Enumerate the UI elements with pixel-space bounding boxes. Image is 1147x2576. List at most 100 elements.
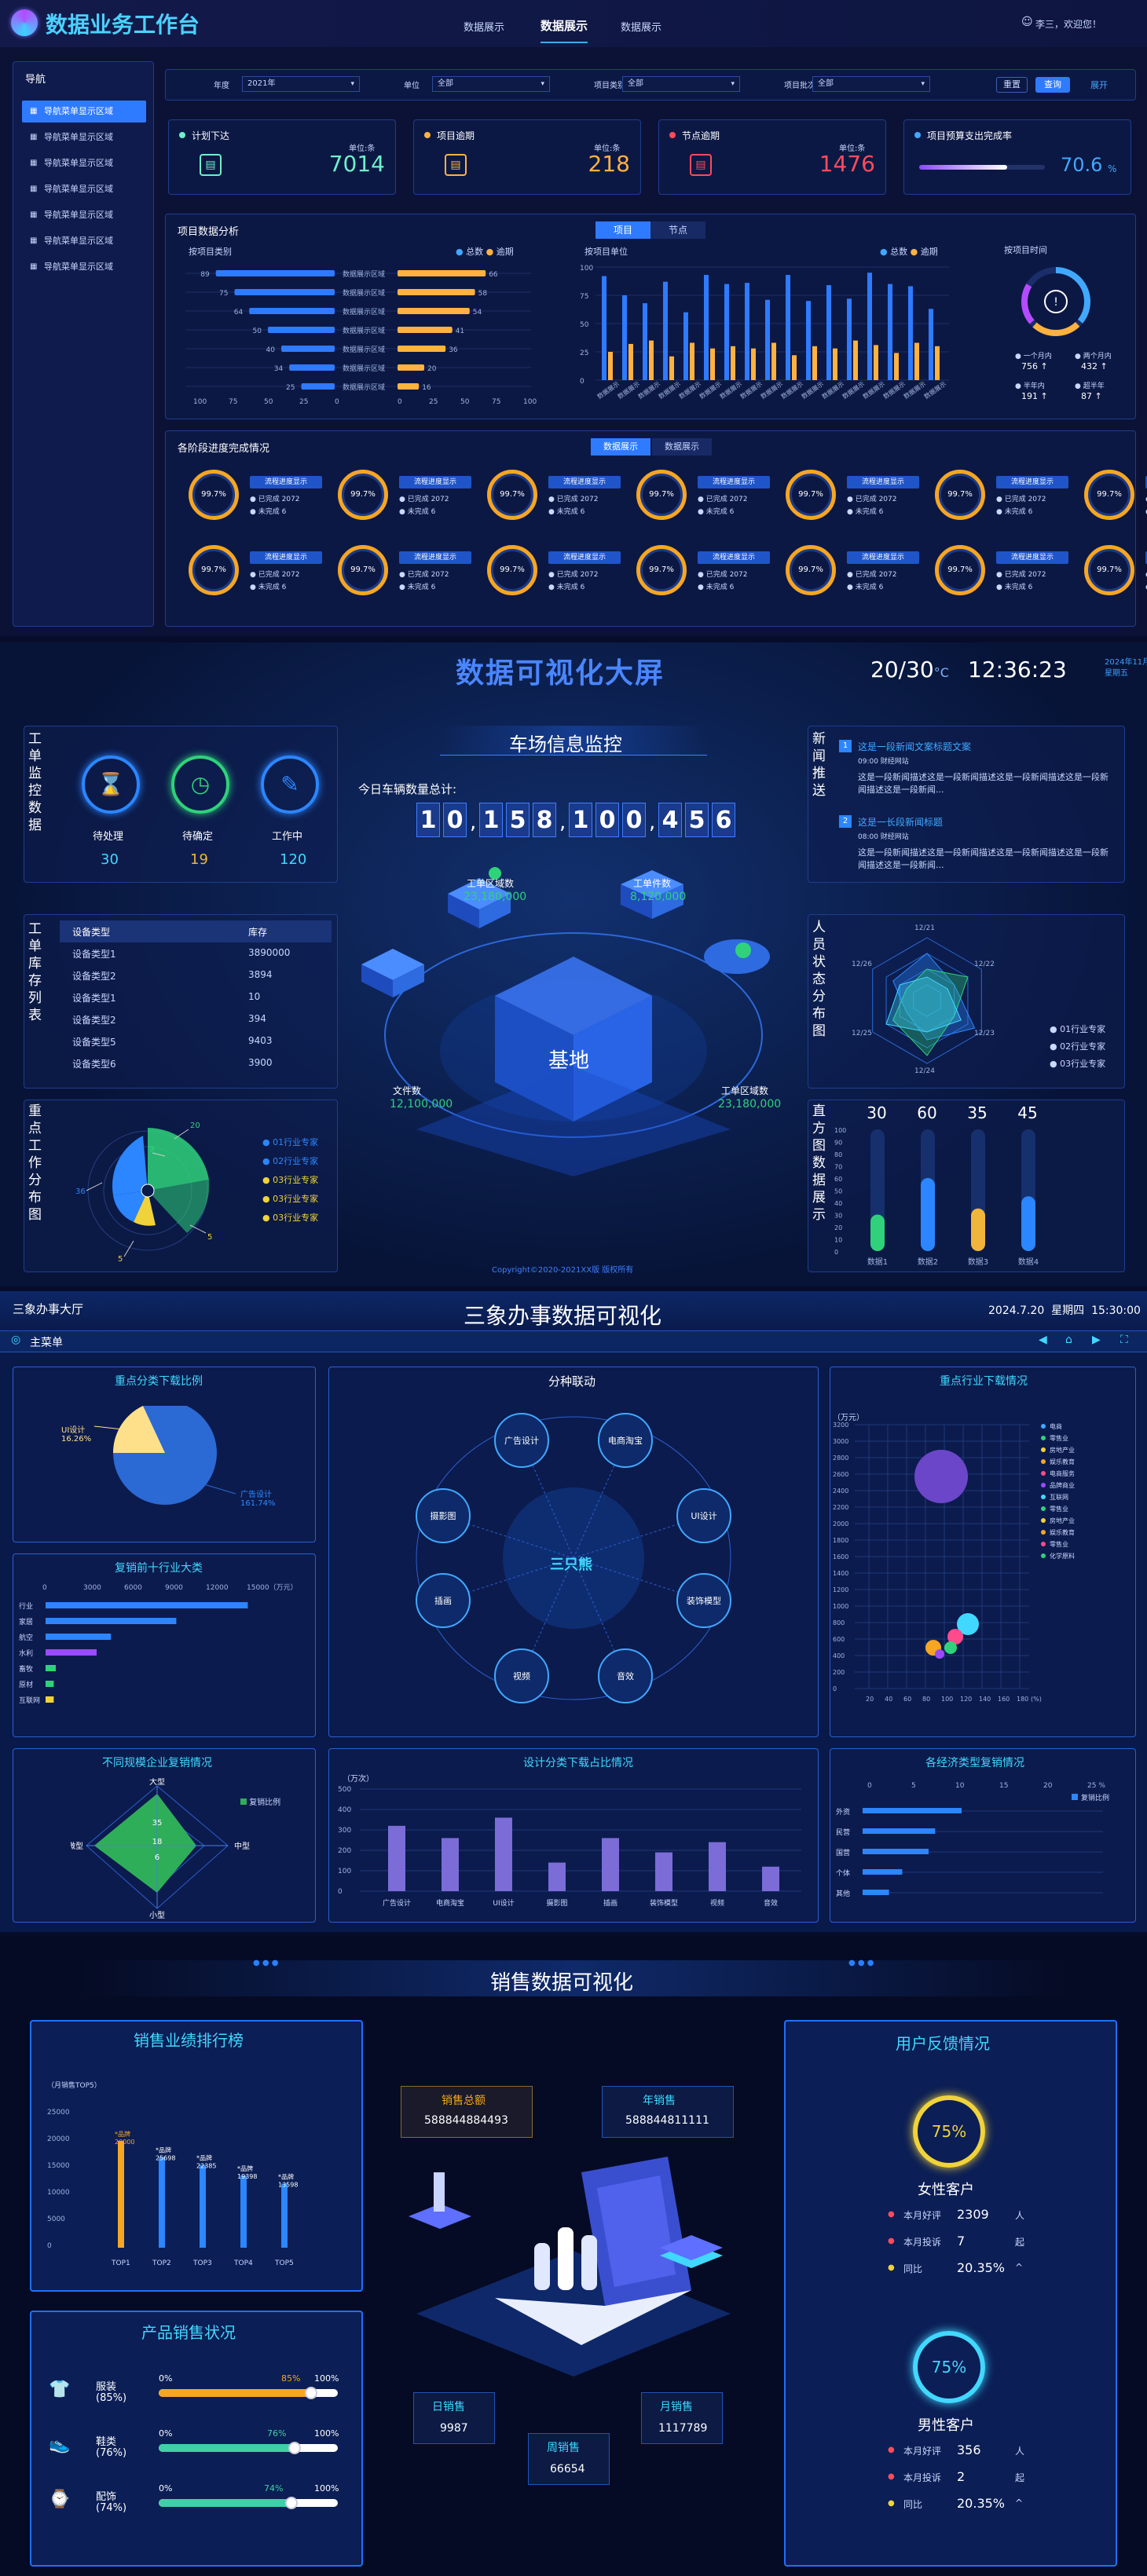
tab-1[interactable]: 数据展示 bbox=[464, 22, 505, 34]
x-tick: 数据展示 bbox=[677, 379, 702, 401]
radar-axis-label: 12/25 bbox=[852, 1030, 872, 1037]
news-title[interactable]: 这是一长段新闻标题 bbox=[858, 817, 944, 828]
kpi-label: 节点逾期 bbox=[682, 130, 720, 141]
product-knob[interactable] bbox=[304, 2387, 317, 2399]
digit-box: 5 bbox=[506, 803, 530, 837]
nav-item[interactable]: 导航菜单显示区域 ▦ bbox=[22, 230, 146, 252]
progress-pill[interactable]: 流程进度显示 bbox=[548, 551, 621, 564]
category-label: 数据展示区域 bbox=[343, 307, 385, 317]
expand-button[interactable]: 展开 bbox=[1090, 80, 1108, 90]
product-knob[interactable] bbox=[288, 2442, 302, 2454]
p3-y-tick: 600 bbox=[833, 1636, 845, 1643]
diamond-val-1: 35 bbox=[152, 1819, 163, 1828]
nav-forward-icon[interactable]: ▶ bbox=[1092, 1334, 1101, 1346]
stock-qty: 3890000 bbox=[248, 947, 291, 958]
progress-pill[interactable]: 流程进度显示 bbox=[698, 551, 770, 564]
nav-item[interactable]: 导航菜单显示区域 ▦ bbox=[22, 152, 146, 174]
shoe-icon: 👟 bbox=[49, 2435, 71, 2454]
p6-category: 民营 bbox=[836, 1828, 850, 1837]
p6-x-tick: 5 bbox=[911, 1782, 916, 1790]
histo-bar bbox=[870, 1214, 885, 1251]
filter-select[interactable]: 全部 ▾ bbox=[812, 76, 930, 92]
filter-select[interactable]: 全部 ▾ bbox=[432, 76, 550, 92]
time-stat-label: ● 两个月内 bbox=[1075, 353, 1112, 360]
progress-pill[interactable]: 流程进度显示 bbox=[399, 476, 471, 488]
filter-select[interactable]: 2021年 ▾ bbox=[242, 76, 360, 92]
bar-right bbox=[398, 383, 420, 390]
progress-pill[interactable]: 流程进度显示 bbox=[250, 476, 322, 488]
page-dots-right[interactable]: ● ● ● bbox=[848, 1959, 874, 1967]
p2-axis-tick: 0 bbox=[42, 1584, 47, 1592]
p3-x-tick: 180 bbox=[1017, 1696, 1028, 1703]
s3-header bbox=[0, 1291, 1147, 1335]
stock-qty: 9403 bbox=[248, 1035, 273, 1046]
p5-category: 广告设计 bbox=[383, 1898, 411, 1908]
product-knob[interactable] bbox=[284, 2497, 298, 2509]
p6-x-tick: 15 bbox=[999, 1782, 1008, 1790]
female-ring: 75% bbox=[913, 2095, 985, 2168]
nav-back-icon[interactable]: ◀ bbox=[1039, 1334, 1047, 1346]
section-big-screen: 数据可视化大屏 20/30°C 12:36:23 2024年11月26日 星期五… bbox=[0, 642, 1147, 1286]
digit-box: 1 bbox=[569, 803, 592, 837]
progress-tab-2[interactable]: 数据展示 bbox=[652, 438, 712, 456]
p3-legend-dot bbox=[1041, 1518, 1046, 1523]
tab-2-active[interactable]: 数据展示 bbox=[541, 17, 588, 43]
p2-category: 行业 bbox=[19, 1601, 33, 1611]
p2-category: 互联网 bbox=[19, 1696, 40, 1705]
analysis-tab-project[interactable]: 项目 bbox=[595, 221, 650, 239]
nav-item[interactable]: 导航菜单显示区域 ▦ bbox=[22, 178, 146, 200]
p3-y-tick: 1800 bbox=[833, 1537, 848, 1544]
progress-pill[interactable]: 流程进度显示 bbox=[996, 476, 1068, 488]
progress-ring: 99.7% bbox=[636, 470, 687, 520]
s2-title: 数据可视化大屏 bbox=[456, 657, 665, 690]
fullscreen-icon[interactable]: ⛶ bbox=[1120, 1334, 1128, 1346]
analysis-tab-node[interactable]: 节点 bbox=[650, 221, 705, 239]
reset-button[interactable]: 重置 bbox=[996, 77, 1028, 93]
user-icon[interactable]: ☺ bbox=[1021, 16, 1033, 28]
nav-item[interactable]: 导航菜单显示区域 ▦ bbox=[22, 126, 146, 148]
weather: 20/30°C bbox=[870, 657, 949, 682]
p3-y-tick: 2000 bbox=[833, 1520, 848, 1528]
nav-item-icon: ▦ bbox=[30, 262, 38, 271]
p3-legend-label: 娱乐教育 bbox=[1050, 1528, 1075, 1536]
tab-3[interactable]: 数据展示 bbox=[621, 22, 662, 34]
nav-home-icon[interactable]: ⌂ bbox=[1065, 1334, 1072, 1346]
radar-axis-label: 12/24 bbox=[914, 1067, 935, 1075]
s3-menu-bar bbox=[0, 1330, 1147, 1352]
progress-pill[interactable]: 流程进度显示 bbox=[399, 551, 471, 564]
user-greeting[interactable]: 李三，欢迎您！ bbox=[1035, 19, 1102, 30]
pie-legend-item: ● 01行业专家 bbox=[262, 1137, 319, 1147]
nav-item[interactable]: 导航菜单显示区域 ▦ bbox=[22, 204, 146, 226]
progress-tab-1[interactable]: 数据展示 bbox=[591, 438, 650, 456]
nav-item-icon: ▦ bbox=[30, 185, 38, 193]
nav-item[interactable]: 导航菜单显示区域 ▦ bbox=[22, 256, 146, 278]
page-dots-left[interactable]: ● ● ● bbox=[253, 1959, 279, 1967]
pie-legend-item: ● 03行业专家 bbox=[262, 1194, 319, 1204]
progress-pill[interactable]: 流程进度显示 bbox=[548, 476, 621, 488]
p5-y-tick: 300 bbox=[338, 1827, 351, 1835]
progress-pill[interactable]: 流程进度显示 bbox=[1145, 551, 1147, 564]
progress-pill[interactable]: 流程进度显示 bbox=[996, 551, 1068, 564]
progress-pill[interactable]: 流程进度显示 bbox=[847, 476, 919, 488]
progress-pill[interactable]: 流程进度显示 bbox=[847, 551, 919, 564]
main-menu[interactable]: 主菜单 bbox=[30, 1337, 63, 1349]
kpi-card bbox=[903, 119, 1131, 195]
kpi-progress-fill bbox=[919, 165, 1007, 170]
filter-select[interactable]: 全部 ▾ bbox=[622, 76, 740, 92]
menu-icon[interactable]: ◎ bbox=[11, 1334, 21, 1346]
p3-y-tick: 1400 bbox=[833, 1570, 848, 1577]
nav-item[interactable]: 导航菜单显示区域 ▦ bbox=[22, 101, 146, 123]
news-title[interactable]: 这是一段新闻文案标题文案 bbox=[858, 741, 972, 752]
pie-label-36: 36 bbox=[75, 1187, 86, 1196]
bar-overdue bbox=[669, 356, 674, 380]
product-rate: 85% bbox=[281, 2373, 301, 2384]
bar-right-value: 20 bbox=[427, 365, 437, 373]
progress-pill[interactable]: 流程进度显示 bbox=[1145, 476, 1147, 488]
progress-done: ● 已完成 2072 bbox=[548, 496, 599, 503]
rank-category: TOP3 bbox=[192, 2259, 212, 2267]
progress-undone: ● 未完成 6 bbox=[250, 584, 287, 591]
progress-pill[interactable]: 流程进度显示 bbox=[250, 551, 322, 564]
query-button[interactable]: 查询 bbox=[1035, 77, 1070, 93]
digit-box: 0 bbox=[622, 803, 646, 837]
progress-pill[interactable]: 流程进度显示 bbox=[698, 476, 770, 488]
